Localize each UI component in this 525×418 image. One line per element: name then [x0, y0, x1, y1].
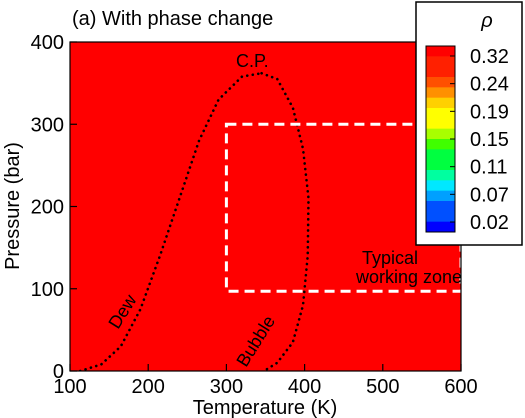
y-tick-label: 100: [31, 279, 64, 301]
y-tick-label: 200: [31, 197, 64, 219]
annotation-zone-line1: Typical: [362, 248, 418, 268]
colorbar-tick-label: 0.11: [470, 157, 507, 179]
y-tick-label: 0: [53, 361, 64, 383]
x-axis-label: Temperature (K): [193, 397, 338, 418]
saturation-curves: [78, 71, 310, 371]
annotation-critical-point: C.P.: [236, 51, 269, 71]
y-tick-label: 300: [31, 114, 64, 136]
colorbar-tick-label: 0.07: [470, 184, 509, 206]
colorbar-swatch: [426, 180, 455, 192]
x-tick-label: 600: [444, 376, 477, 398]
colorbar-swatch: [426, 77, 455, 88]
dense-phase-region: [70, 42, 262, 371]
colorbar-swatch: [426, 190, 455, 202]
working-zone-box: [224, 122, 463, 293]
colorbar-ticks: 0.32 0.24 0.19 0.15 0.11 0.07 0.02: [450, 46, 509, 234]
x-tick-label: 400: [288, 376, 321, 398]
colorbar-swatch: [426, 108, 455, 119]
chart-title: (a) With phase change: [72, 8, 273, 30]
colorbar-swatch: [426, 170, 455, 181]
x-tick-label: 500: [366, 376, 399, 398]
y-axis-label: Pressure (bar): [2, 142, 24, 270]
colorbar-swatch: [426, 118, 455, 130]
colorbar-swatch: [426, 46, 455, 57]
colorbar-swatch: [426, 66, 455, 78]
bubble-curve: [260, 71, 310, 371]
colorbar-swatch: [426, 97, 455, 109]
colorbar-tick-label: 0.32: [470, 46, 509, 68]
colorbar-legend: ρ 0.32 0.24 0.19 0.15 0.11 0.07 0.02: [415, 1, 523, 246]
x-tick-label: 300: [210, 376, 243, 398]
colorbar-swatch: [426, 201, 455, 212]
colorbar-tick-label: 0.19: [470, 101, 509, 123]
colorbar-swatch: [426, 128, 455, 140]
colorbar-swatches: [426, 46, 455, 233]
density-contour-field: [70, 42, 461, 371]
colorbar-swatch: [426, 159, 455, 171]
colorbar-swatch: [426, 211, 455, 223]
colorbar-tick-label: 0.02: [470, 212, 509, 234]
colorbar-swatch: [426, 56, 455, 68]
y-tick-label: 400: [31, 32, 64, 54]
colorbar-swatch: [426, 139, 455, 150]
colorbar-swatch: [426, 221, 455, 233]
dew-curve: [78, 71, 263, 371]
annotation-zone-line2: working zone: [355, 267, 462, 287]
colorbar-swatch: [426, 149, 455, 161]
colorbar-swatch: [426, 87, 455, 99]
colorbar-label: ρ: [480, 10, 492, 32]
x-tick-label: 100: [53, 376, 86, 398]
colorbar-tick-label: 0.15: [470, 129, 509, 151]
colorbar-tick-label: 0.24: [470, 74, 509, 96]
x-tick-label: 200: [132, 376, 165, 398]
